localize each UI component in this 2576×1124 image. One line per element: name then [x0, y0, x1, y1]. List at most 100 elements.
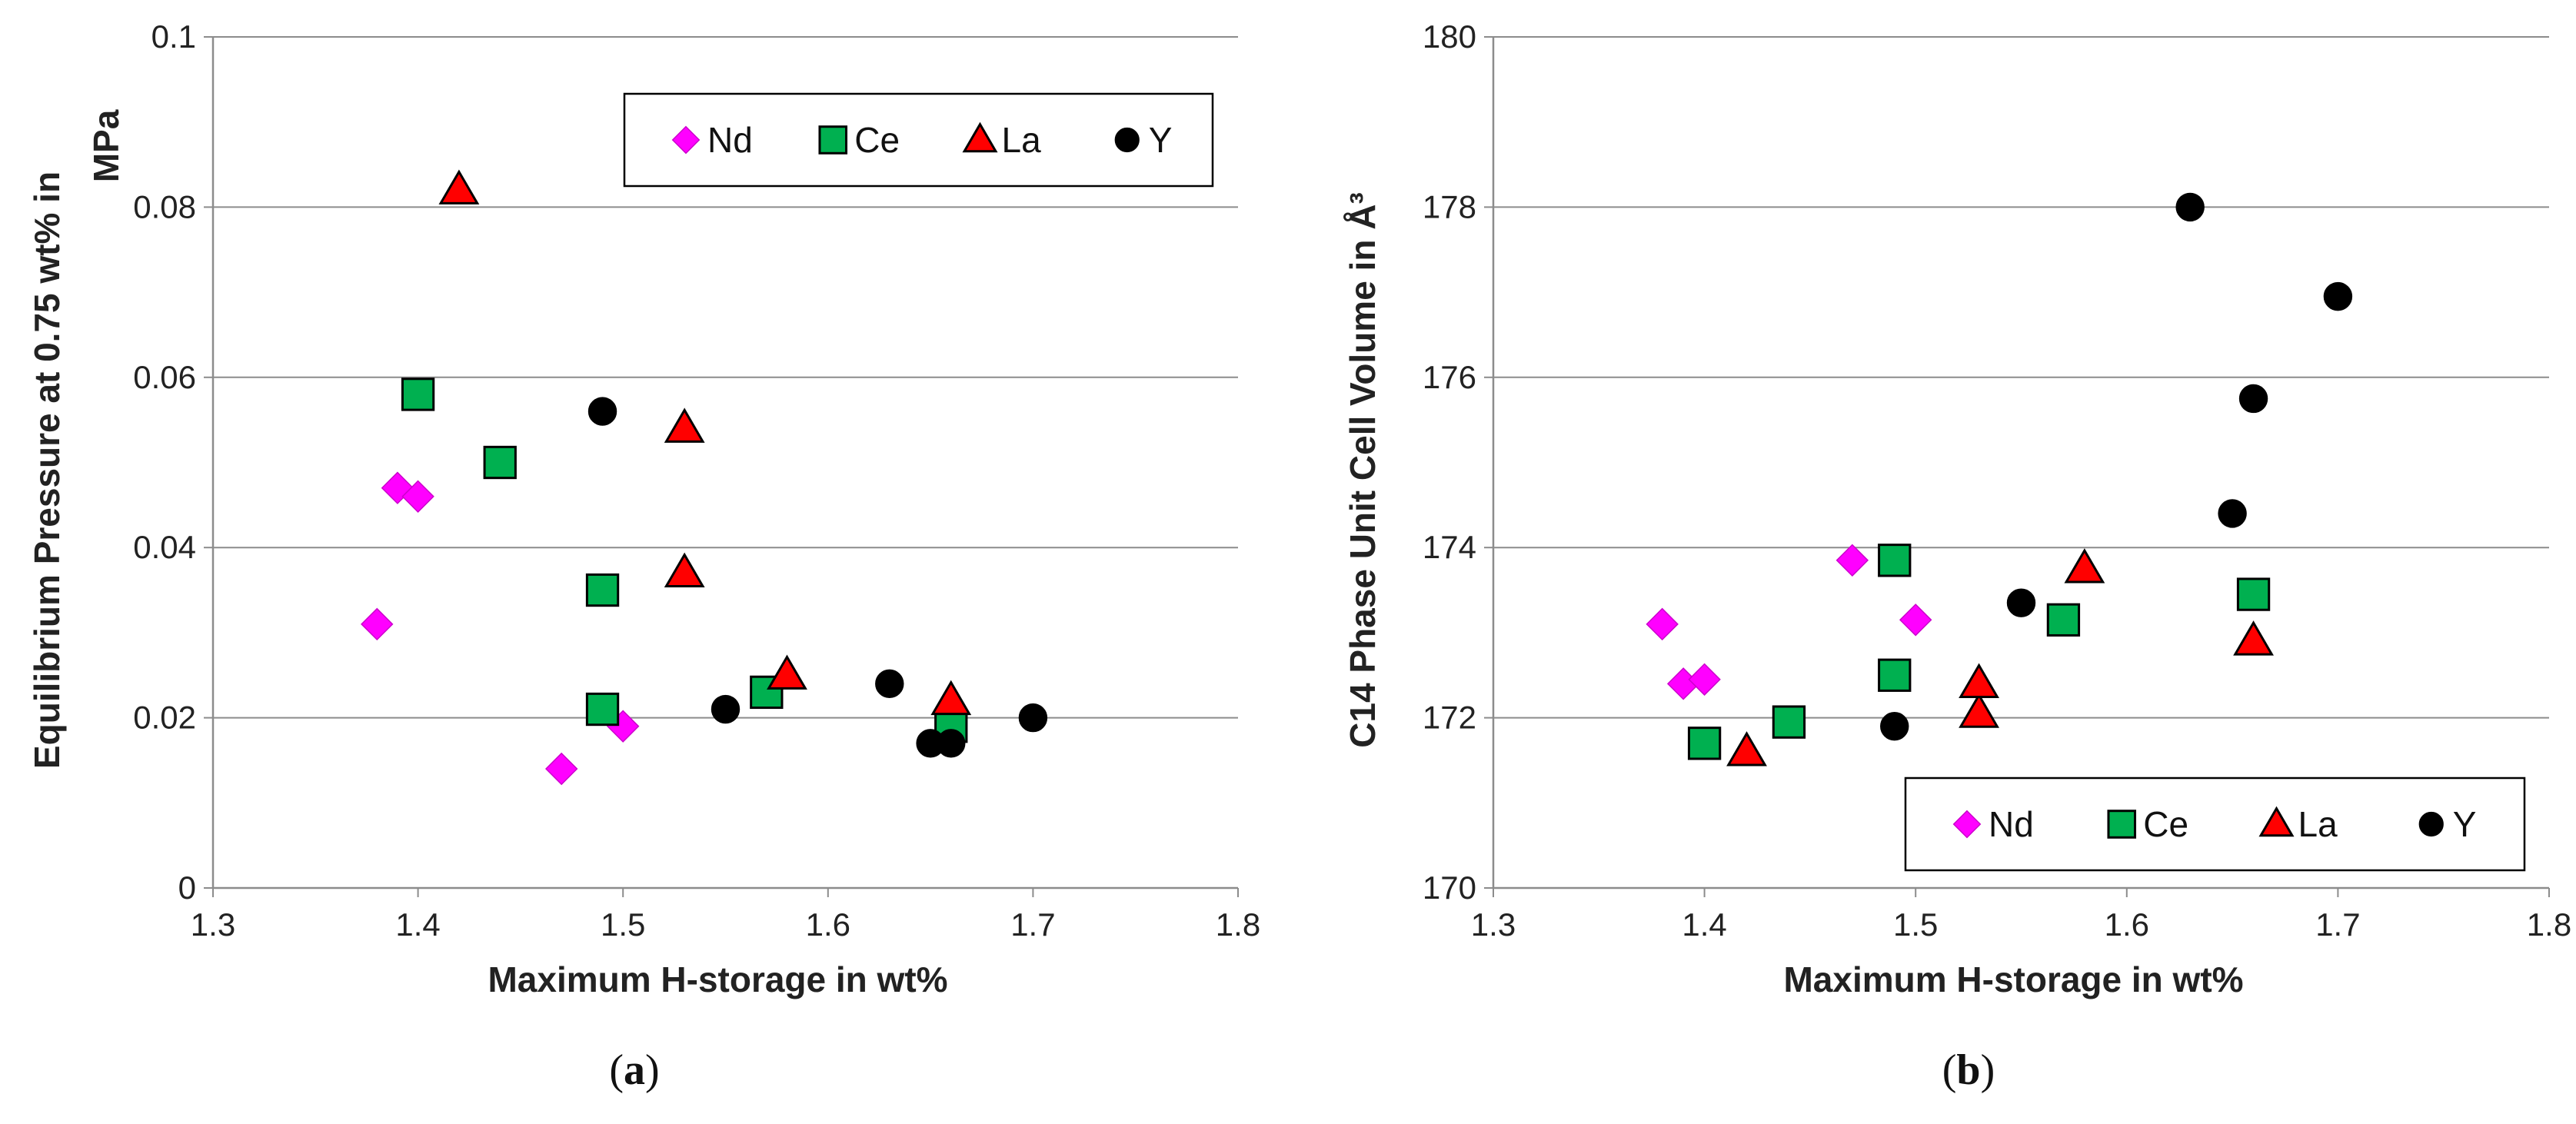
data-point-la	[2233, 620, 2274, 656]
legend-label-ce: Ce	[2143, 804, 2188, 844]
legend-label-la: La	[1002, 120, 1042, 160]
data-point-ce	[1687, 727, 1722, 760]
legend-marker-ce	[2107, 810, 2137, 839]
series-ce	[1687, 544, 2271, 760]
y-tick-label: 180	[1423, 18, 1476, 55]
chart-panel-a: 0 0.02 0.04 0.06 0.08 0.1 1.3 1.4 1.5 1.6 1.7 1.8 Ma…	[27, 18, 1260, 1094]
x-tick-label: 1.7	[2315, 906, 2360, 943]
series-nd	[1646, 544, 1932, 700]
y-tick-label: 0.08	[133, 188, 196, 224]
legend: Nd Ce La Y	[623, 92, 1214, 188]
legend-marker-nd	[1952, 810, 1982, 839]
legend-box	[623, 92, 1214, 188]
series-la	[1726, 548, 2274, 767]
y-tick-label: 0.06	[133, 359, 196, 395]
data-point-ce	[401, 377, 435, 411]
data-point-la	[1959, 663, 1999, 698]
data-point-ce	[1772, 705, 1806, 739]
x-tick-label: 1.5	[601, 906, 645, 943]
data-point-y	[2238, 384, 2268, 414]
data-point-nd	[1899, 604, 1932, 637]
legend-label-nd: Nd	[1989, 804, 2034, 844]
legend-label-la: La	[2298, 804, 2338, 844]
data-point-nd	[1688, 663, 1721, 697]
series-y	[587, 397, 1048, 758]
y-tick-label: 174	[1423, 529, 1476, 565]
y-tick-label: 0.04	[133, 529, 196, 565]
x-tick-label: 1.8	[2527, 906, 2571, 943]
data-point-la	[1959, 693, 1999, 728]
data-point-y	[2006, 588, 2036, 617]
y-tick-label: 170	[1423, 870, 1476, 906]
legend: Nd Ce La Y	[1904, 776, 2526, 872]
data-point-nd	[1835, 544, 1869, 577]
data-point-nd	[401, 480, 434, 514]
chart-panel-b: 170 172 174 176 178 180 1.3 1.4 1.5 1.6 1.7 1.8 Maxi…	[1343, 18, 2571, 1094]
legend-marker-la	[962, 121, 998, 153]
data-point-y	[587, 397, 617, 426]
data-point-nd	[361, 607, 394, 641]
x-tick-label: 1.3	[1471, 906, 1516, 943]
y-axis-title-line2: MPa	[86, 109, 126, 182]
data-point-ce	[2046, 603, 2081, 637]
x-axis-title: Maximum H-storage in wt%	[488, 959, 947, 999]
y-tick-label: 178	[1423, 188, 1476, 224]
data-point-la	[767, 654, 807, 690]
data-point-y	[875, 669, 904, 699]
legend-label-y: Y	[1149, 120, 1173, 160]
y-axis-title: Equilibrium Pressure at 0.75 wt% in	[27, 171, 67, 769]
panel-label: (a)	[609, 1046, 659, 1094]
data-point-ce	[483, 445, 517, 480]
legend-marker-y	[1114, 127, 1140, 153]
legend-marker-ce	[818, 125, 848, 155]
data-point-ce	[1878, 544, 1912, 577]
x-tick-label: 1.7	[1010, 906, 1055, 943]
y-tick-label: 172	[1423, 700, 1476, 736]
y-tick-label: 0	[178, 870, 196, 906]
panel-label: (b)	[1942, 1046, 1995, 1094]
data-point-ce	[585, 573, 620, 607]
legend-label-ce: Ce	[854, 120, 900, 160]
series-y	[1880, 192, 2353, 741]
panel-label-letter: b	[1956, 1046, 1980, 1094]
x-tick-label: 1.5	[1893, 906, 1938, 943]
x-axis-title: Maximum H-storage in wt%	[1783, 959, 2243, 999]
x-tick-label: 1.4	[395, 906, 440, 943]
data-point-ce	[2236, 577, 2271, 611]
data-point-la	[930, 680, 972, 716]
legend-marker-nd	[671, 125, 701, 155]
x-tick-label: 1.4	[1682, 906, 1726, 943]
series-nd	[361, 471, 640, 786]
panel-label-letter: a	[624, 1046, 645, 1094]
y-axis-title: C14 Phase Unit Cell Volume in Å³	[1343, 192, 1383, 748]
x-tick-label: 1.6	[2105, 906, 2149, 943]
series-la	[438, 169, 972, 716]
data-point-y	[1018, 703, 1048, 733]
data-point-la	[664, 407, 705, 443]
data-point-y	[2218, 499, 2247, 528]
legend-marker-la	[2258, 806, 2295, 837]
data-point-ce	[1878, 658, 1912, 692]
legend-marker-y	[2418, 811, 2444, 837]
data-point-la	[1726, 731, 1767, 767]
data-point-y	[711, 694, 741, 724]
data-point-la	[438, 169, 480, 205]
data-point-la	[664, 552, 705, 588]
x-tick-label: 1.8	[1216, 906, 1260, 943]
x-tick-label: 1.3	[191, 906, 235, 943]
data-point-ce	[585, 692, 620, 727]
data-point-nd	[544, 752, 578, 786]
data-point-y	[2175, 192, 2205, 222]
y-tick-label: 176	[1423, 359, 1476, 395]
y-tick-label: 0.1	[151, 18, 196, 55]
legend-label-y: Y	[2453, 804, 2477, 844]
data-point-y	[1880, 711, 1909, 741]
data-point-la	[2064, 548, 2105, 584]
x-tick-label: 1.6	[806, 906, 850, 943]
legend-label-nd: Nd	[707, 120, 753, 160]
series-ce	[401, 377, 968, 743]
data-point-nd	[1646, 607, 1679, 641]
data-point-y	[937, 729, 966, 758]
data-point-y	[2323, 281, 2353, 311]
